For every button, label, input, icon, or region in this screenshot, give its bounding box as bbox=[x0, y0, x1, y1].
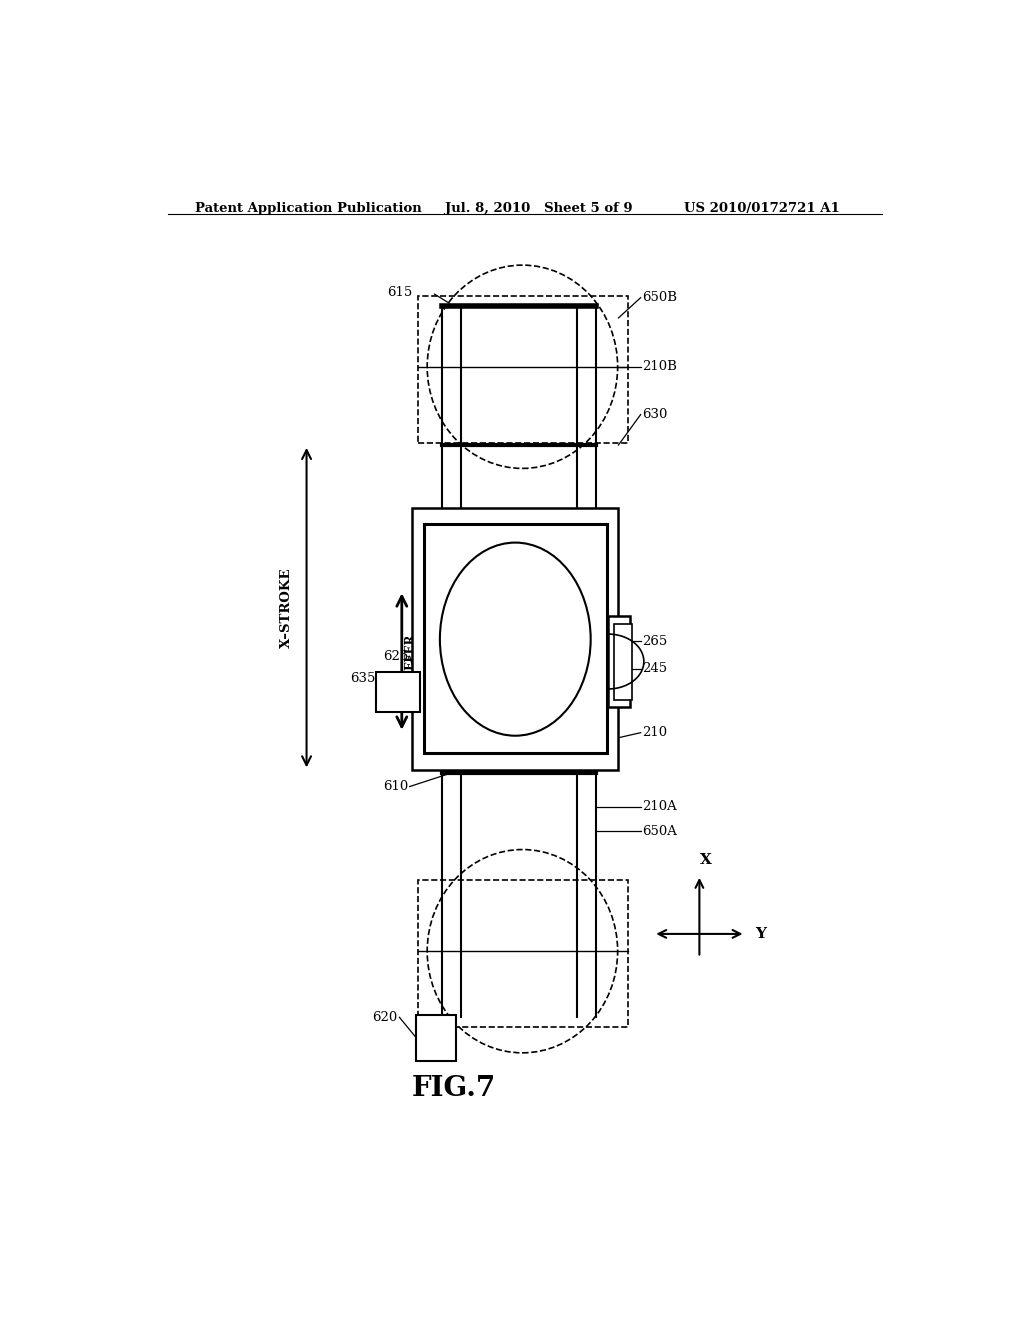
Text: 245: 245 bbox=[642, 663, 668, 675]
Bar bbox=[418, 880, 628, 1027]
Text: Patent Application Publication: Patent Application Publication bbox=[196, 202, 422, 215]
Text: 650B: 650B bbox=[642, 292, 677, 304]
Text: US 2010/0172721 A1: US 2010/0172721 A1 bbox=[684, 202, 840, 215]
Bar bbox=[424, 524, 606, 752]
Text: 635: 635 bbox=[350, 672, 376, 685]
Text: X–STROKE: X–STROKE bbox=[281, 568, 293, 648]
Text: Y: Y bbox=[755, 927, 766, 941]
Text: 210B: 210B bbox=[642, 360, 677, 374]
Text: Jul. 8, 2010   Sheet 5 of 9: Jul. 8, 2010 Sheet 5 of 9 bbox=[445, 202, 633, 215]
Text: 615: 615 bbox=[387, 286, 412, 300]
Bar bbox=[416, 1015, 456, 1061]
Text: 650A: 650A bbox=[642, 825, 677, 838]
Bar bbox=[412, 508, 618, 771]
Text: FIG.7: FIG.7 bbox=[412, 1074, 496, 1102]
Text: 265: 265 bbox=[642, 635, 668, 648]
Text: 625: 625 bbox=[383, 649, 409, 663]
Text: 610: 610 bbox=[383, 780, 409, 793]
Text: BUFFER: BUFFER bbox=[404, 634, 418, 689]
Text: 210A: 210A bbox=[642, 800, 677, 813]
Text: 210: 210 bbox=[642, 726, 668, 739]
Bar bbox=[377, 672, 420, 713]
Text: 630: 630 bbox=[642, 408, 668, 421]
Text: 620: 620 bbox=[373, 1011, 397, 1024]
Bar bbox=[614, 624, 632, 700]
Bar bbox=[418, 296, 628, 444]
Text: X: X bbox=[699, 853, 712, 867]
Bar bbox=[608, 615, 631, 708]
